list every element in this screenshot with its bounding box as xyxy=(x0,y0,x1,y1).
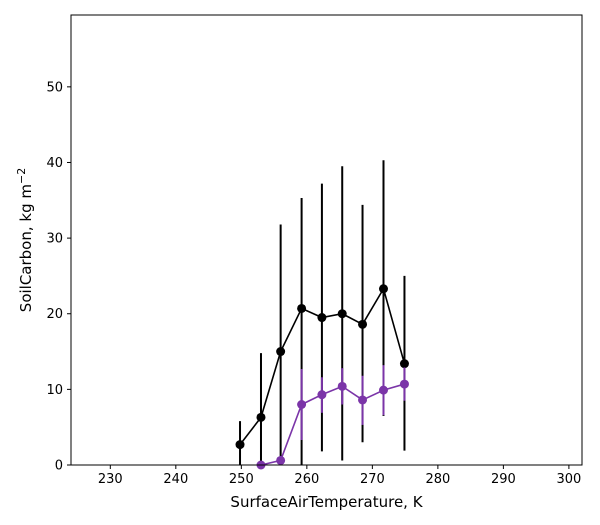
y-tick-label: 40 xyxy=(46,156,63,171)
data-point xyxy=(399,379,409,389)
data-point xyxy=(378,284,388,294)
data-point xyxy=(378,385,388,395)
x-tick-label: 250 xyxy=(229,472,254,487)
data-point xyxy=(276,455,286,465)
y-axis-label-main: SoilCarbon, kg m xyxy=(17,184,35,312)
y-tick-label: 20 xyxy=(46,307,63,322)
x-tick-label: 240 xyxy=(163,472,188,487)
x-tick-label: 300 xyxy=(556,472,581,487)
data-point xyxy=(337,381,347,391)
x-tick-label: 270 xyxy=(360,472,385,487)
x-axis-label: SurfaceAirTemperature, K xyxy=(230,493,423,511)
x-tick-label: 280 xyxy=(425,472,450,487)
x-tick-label: 260 xyxy=(294,472,319,487)
data-point xyxy=(317,390,327,400)
y-axis-ticks: 0 10 20 30 40 50 xyxy=(46,80,71,474)
x-axis-ticks: 230 240 250 260 270 280 290 300 xyxy=(98,465,581,487)
series-1 xyxy=(235,160,409,465)
series-layer xyxy=(235,160,409,470)
y-axis-label: SoilCarbon, kg m−2 xyxy=(15,168,35,312)
data-point xyxy=(399,359,409,369)
data-point xyxy=(256,412,266,422)
x-tick-label: 230 xyxy=(98,472,123,487)
data-point xyxy=(337,309,347,319)
y-tick-label: 10 xyxy=(46,383,63,398)
plot-frame xyxy=(70,14,583,466)
data-point xyxy=(297,303,307,313)
x-tick-label: 290 xyxy=(491,472,516,487)
data-point xyxy=(358,395,368,405)
plot-background xyxy=(71,15,582,465)
data-point xyxy=(297,399,307,409)
y-axis-label-superscript: −2 xyxy=(15,168,28,184)
y-tick-label: 50 xyxy=(46,80,63,95)
data-point xyxy=(358,319,368,329)
data-point xyxy=(317,313,327,323)
series-2 xyxy=(256,365,409,470)
y-tick-label: 30 xyxy=(46,232,63,247)
data-point xyxy=(235,440,245,450)
y-tick-label: 0 xyxy=(55,459,63,474)
data-point xyxy=(276,347,286,357)
